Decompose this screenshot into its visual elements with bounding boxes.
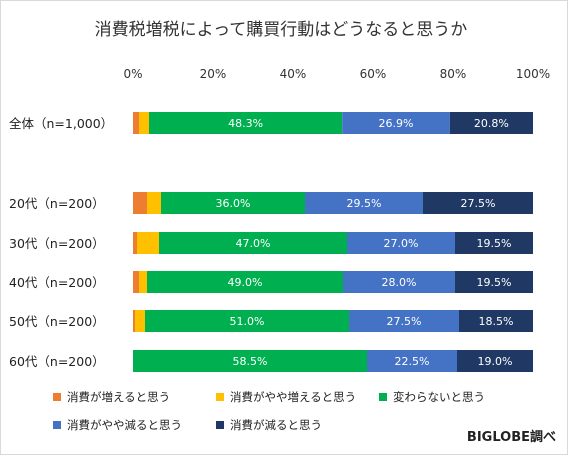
data-label: 19.5% [477, 237, 512, 250]
bar-segment [135, 310, 145, 332]
bar-segment [423, 192, 533, 214]
legend-swatch [216, 393, 224, 401]
bar-segment [147, 192, 161, 214]
data-label: 29.5% [347, 197, 382, 210]
category-label: 50代（n=200） [9, 314, 105, 329]
data-label: 19.0% [478, 355, 513, 368]
legend-swatch [53, 393, 61, 401]
data-label: 27.5% [387, 315, 422, 328]
chart-title: 消費税増税によって購買行動はどうなると思うか [95, 20, 468, 40]
data-label: 28.0% [382, 276, 417, 289]
bar-segment [449, 112, 533, 134]
bar-segment [139, 112, 149, 134]
x-tick-label: 80% [440, 67, 467, 81]
data-label: 26.9% [379, 117, 414, 130]
bar-segments [133, 112, 533, 372]
bar-segment [133, 350, 367, 372]
bar-segment [305, 192, 423, 214]
bar-segment [133, 192, 147, 214]
bar-segment [459, 310, 533, 332]
bar-segment [342, 112, 450, 134]
bar-segment [367, 350, 457, 372]
category-labels: 全体（n=1,000） 20代（n=200） 30代（n=200） 40代（n=200… [9, 116, 113, 369]
data-label: 48.3% [228, 117, 263, 130]
bar-segment [145, 310, 349, 332]
bar-segment [161, 192, 305, 214]
bar-segment [133, 310, 135, 332]
legend-swatch [379, 393, 387, 401]
x-tick-label: 100% [516, 67, 550, 81]
bar-segment [455, 232, 533, 254]
category-label: 20代（n=200） [9, 196, 105, 211]
bar-segment [133, 271, 139, 293]
x-axis-tick-labels: 0% 20% 40% 60% 80% 100% [123, 67, 550, 81]
data-label: 19.5% [477, 276, 512, 289]
category-label: 40代（n=200） [9, 275, 105, 290]
source-label: BIGLOBE調べ [467, 429, 556, 445]
category-label: 60代（n=200） [9, 354, 105, 369]
data-label: 47.0% [236, 237, 271, 250]
x-tick-label: 40% [280, 67, 307, 81]
data-label: 49.0% [228, 276, 263, 289]
legend-swatch [216, 421, 224, 429]
legend-label: 変わらないと思う [393, 390, 485, 404]
data-label: 27.5% [461, 197, 496, 210]
legend-label: 消費が減ると思う [230, 418, 322, 432]
bar-segment [133, 232, 137, 254]
data-label: 27.0% [384, 237, 419, 250]
data-labels: 48.3% 26.9% 20.8% 36.0% 29.5% 27.5% 47.0% 27.0%… [216, 117, 514, 368]
bar-segment [147, 271, 343, 293]
legend-swatch [53, 421, 61, 429]
data-label: 22.5% [395, 355, 430, 368]
category-label: 30代（n=200） [9, 236, 105, 251]
data-label: 20.8% [474, 117, 509, 130]
legend-label: 消費がやや増えると思う [230, 390, 356, 404]
bar-segment [149, 112, 343, 134]
data-label: 51.0% [230, 315, 265, 328]
data-label: 58.5% [233, 355, 268, 368]
legend-label: 消費がやや減ると思う [67, 418, 182, 432]
x-tick-label: 60% [360, 67, 387, 81]
bar-segment [457, 350, 533, 372]
bar-segment [133, 112, 139, 134]
data-label: 18.5% [479, 315, 514, 328]
legend-label: 消費が増えると思う [67, 390, 170, 404]
bar-segment [349, 310, 459, 332]
x-tick-label: 20% [200, 67, 227, 81]
bar-segment [343, 271, 455, 293]
bar-segment [139, 271, 147, 293]
data-label: 36.0% [216, 197, 251, 210]
bar-segment [137, 232, 159, 254]
bar-segment [347, 232, 455, 254]
bar-segment [455, 271, 533, 293]
bar-segment [159, 232, 347, 254]
x-tick-label: 0% [123, 67, 142, 81]
category-label: 全体（n=1,000） [9, 116, 113, 131]
